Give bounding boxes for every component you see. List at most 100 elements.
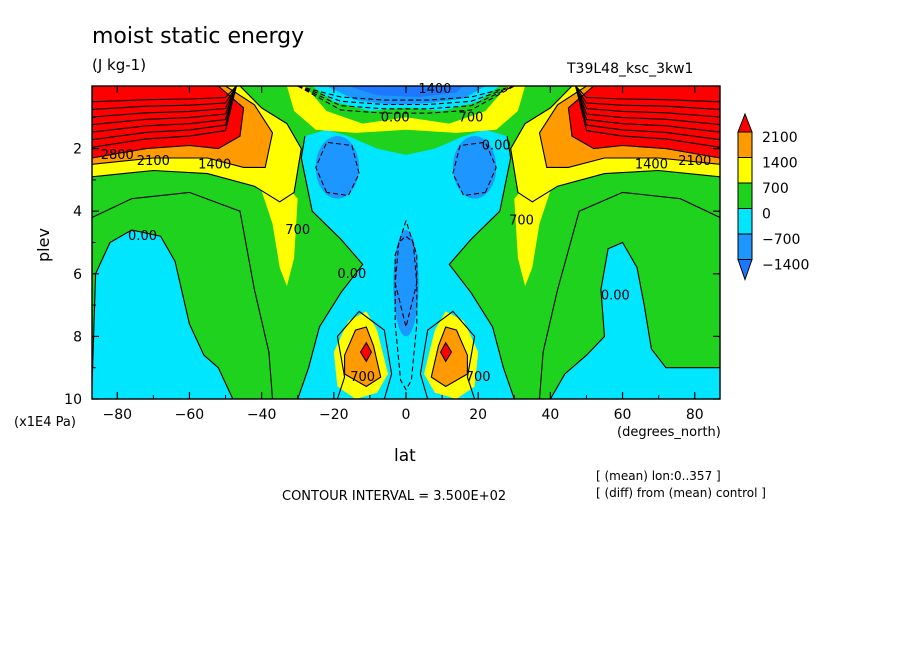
- contour-label: 0.00: [381, 110, 410, 125]
- contour-polar-inner-5-north: [575, 86, 720, 118]
- contour-lines: [92, 86, 720, 399]
- colorbar-bottom-arrow: [737, 259, 753, 282]
- colorbar-label: 700: [762, 181, 789, 197]
- contour-label: 700: [350, 370, 375, 385]
- contour-label: 2100: [137, 154, 170, 169]
- lowlat-cyan-n: [550, 242, 720, 399]
- diff-note: [ (diff) from (mean) control ]: [596, 486, 766, 500]
- contour-polar-inner-4-north: [575, 86, 720, 126]
- contour-1400-polar-south: [92, 86, 274, 168]
- contour-upper-min-north: [452, 141, 497, 197]
- lowlat-cyan-s: [92, 230, 233, 399]
- contour-polar-inner-2-north: [575, 86, 720, 141]
- contour-field: [92, 86, 720, 399]
- y-axis: 2 4 6 8 10: [64, 116, 720, 408]
- colorbar-label: 0: [762, 207, 771, 223]
- contour-lowmax-2100-north: [439, 341, 452, 363]
- contour-350-south: [92, 191, 274, 399]
- upper-min-blue-north: [452, 136, 497, 199]
- contour-upper-min-south: [315, 141, 360, 197]
- contour-interval-note: CONTOUR INTERVAL = 3.500E+02: [282, 489, 507, 504]
- contour-label: 0.00: [128, 229, 157, 244]
- contour-label: 700: [466, 370, 491, 385]
- contour-700-polar-north: [510, 86, 720, 203]
- y-axis-units: (x1E4 Pa): [14, 415, 76, 430]
- contour-label: 1400: [418, 82, 451, 97]
- x-tick-label: −60: [175, 407, 205, 423]
- x-tick-label: 40: [541, 407, 559, 423]
- mean-note: [ (mean) lon:0..357 ]: [596, 469, 721, 483]
- colorbar-label: 2100: [762, 130, 798, 146]
- contour-polar-inner-7-south: [92, 86, 237, 103]
- contour-polar-inner-6-south: [92, 86, 237, 110]
- contour-lowmax-outer-north: [419, 310, 476, 399]
- contour-upper-eq-3: [297, 86, 515, 114]
- y-tick-label: 8: [73, 329, 82, 345]
- y-tick-label: 10: [64, 392, 82, 408]
- contour-700-polar-south: [92, 86, 302, 203]
- colorbar-segment: [737, 233, 753, 260]
- contour-polar-inner-4-south: [92, 86, 237, 126]
- colorbar-segment: [737, 182, 753, 209]
- contour-lowmax-1400-south: [344, 326, 382, 388]
- contour-label: 0.00: [337, 267, 366, 282]
- contour-polar-inner-3-south: [92, 86, 237, 133]
- contour-label: 700: [459, 110, 484, 125]
- contour-label: 700: [509, 214, 534, 229]
- contour-polar-inner-6-north: [575, 86, 720, 110]
- contour-label: 0.00: [482, 138, 511, 153]
- x-axis: −80 −60 −40 −20 0 20 40 60 80: [102, 86, 704, 423]
- contour-lowmax-outer-south: [336, 310, 393, 399]
- upper-min-blue-south: [315, 136, 360, 199]
- contour-polar-inner-7-north: [575, 86, 720, 103]
- y-axis-label: plev: [34, 228, 53, 262]
- contour-zero-highlat-north: [549, 241, 720, 399]
- x-axis-units: (degrees_north): [617, 425, 721, 440]
- contour-equatorial-min-inner: [394, 235, 418, 328]
- x-tick-label: 20: [469, 407, 487, 423]
- contour-2100-polar-north: [567, 86, 720, 159]
- contour-polar-inner-2-south: [92, 86, 237, 141]
- contour-label: 2800: [101, 148, 134, 163]
- colorbar: 2100 1400 700 0 −700 −1400: [737, 112, 809, 282]
- x-tick-label: −20: [319, 407, 349, 423]
- colorbar-label: −700: [762, 232, 800, 248]
- contour-polar-inner-5-south: [92, 86, 237, 118]
- contour-350-north: [538, 191, 720, 399]
- contour-lowmax-1400-north: [430, 326, 468, 388]
- mid-min-blue: [393, 229, 419, 337]
- colorbar-label: 1400: [762, 156, 798, 172]
- y-tick-label: 4: [73, 204, 82, 220]
- yellow-tongue-north: [514, 179, 554, 287]
- yellow-tongue-south: [258, 179, 298, 287]
- contour-1400-polar-north: [538, 86, 720, 168]
- contour-label: 700: [285, 223, 310, 238]
- y-tick-label: 6: [73, 267, 82, 283]
- colorbar-segment: [737, 131, 753, 158]
- contour-2100-polar-south: [92, 86, 245, 159]
- x-tick-label: −40: [247, 407, 277, 423]
- contour-polar-inner-1-north: [575, 86, 720, 148]
- colorbar-top-arrow: [737, 112, 753, 133]
- contour-label: 1400: [198, 157, 231, 172]
- contour-upper-eq-2: [297, 86, 515, 110]
- x-axis-label: lat: [394, 446, 416, 466]
- x-tick-label: −80: [102, 407, 132, 423]
- contour-label: 1400: [635, 157, 668, 172]
- x-tick-label: 80: [686, 407, 704, 423]
- x-tick-label: 0: [402, 407, 411, 423]
- colorbar-segment: [737, 157, 753, 184]
- contour-polar-inner-1-south: [92, 86, 237, 148]
- x-tick-label: 60: [614, 407, 632, 423]
- contour-label: 0.00: [601, 289, 630, 304]
- contour-label: 2100: [678, 154, 711, 169]
- chart-units: (J kg-1): [92, 56, 147, 74]
- contour-zero-tropical-north: [448, 136, 515, 399]
- contour-zero-highlat-south: [92, 229, 234, 399]
- chart-title: moist static energy: [92, 24, 305, 49]
- colorbar-segment: [737, 208, 753, 235]
- run-name: T39L48_ksc_3kw1: [567, 61, 694, 77]
- contour-lowmax-2100-south: [360, 341, 373, 363]
